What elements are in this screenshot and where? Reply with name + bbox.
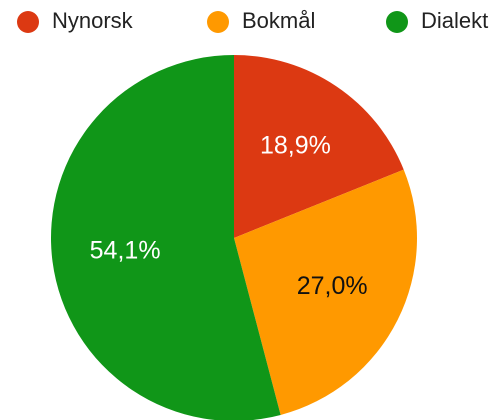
pie-slice [234, 169, 418, 415]
slice-label: 27,0% [297, 272, 368, 300]
pie-slice [234, 55, 404, 238]
legend-label: Bokmål [242, 8, 315, 33]
pie: 18,9% 27,0% 54,1% [51, 55, 418, 420]
legend-swatch [17, 11, 39, 33]
legend-label: Dialekt [421, 8, 488, 33]
legend-swatch [386, 11, 408, 33]
legend: Nynorsk Bokmål Dialekt [17, 8, 488, 33]
pie-slice [51, 55, 281, 420]
slice-label: 54,1% [90, 237, 161, 265]
legend-swatch [207, 11, 229, 33]
slice-label: 18,9% [260, 132, 331, 160]
legend-label: Nynorsk [52, 8, 134, 33]
